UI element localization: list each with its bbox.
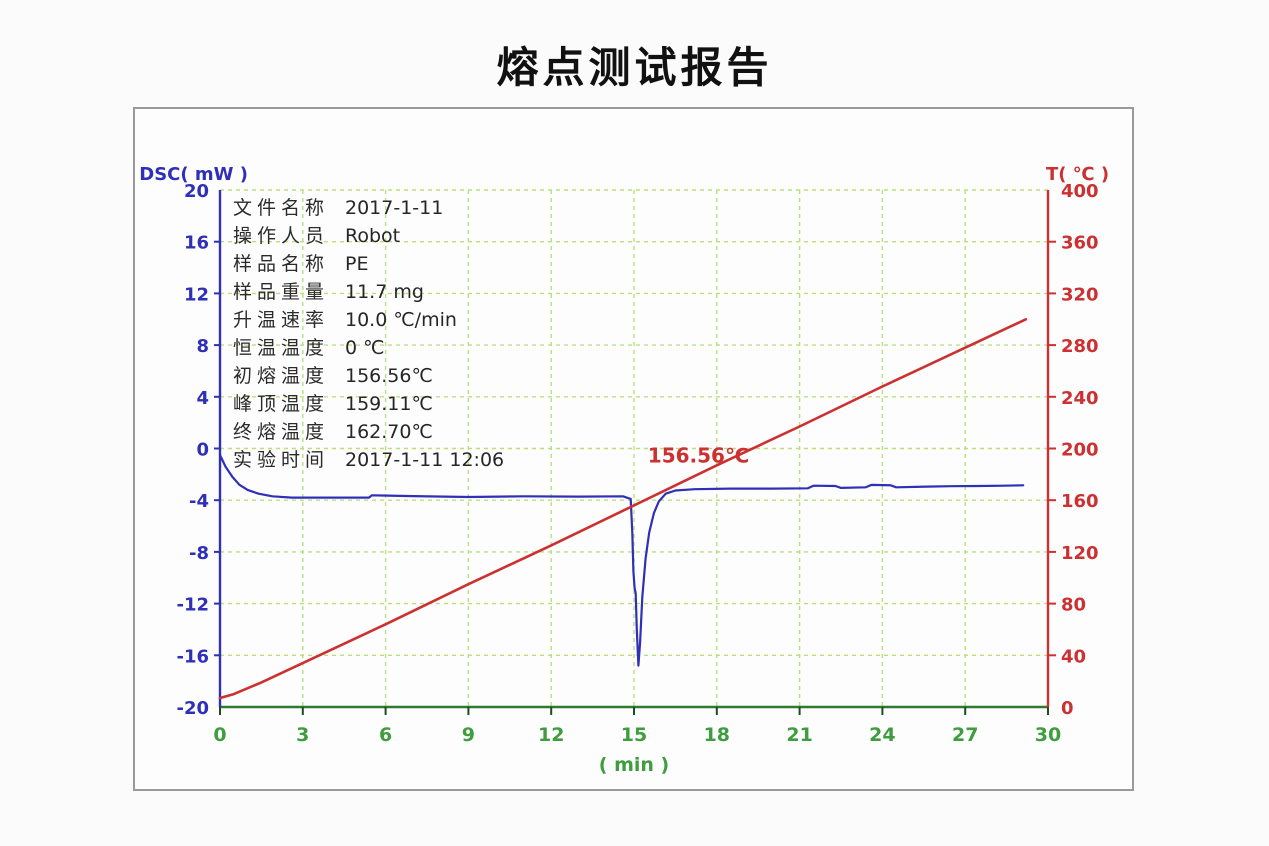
info-value: 162.70℃ xyxy=(345,421,433,443)
info-label: 恒温温度 xyxy=(233,337,330,359)
info-label: 峰顶温度 xyxy=(233,393,330,415)
temperature-tick-label: 80 xyxy=(1061,595,1086,616)
left-axis-dsc: 20 16 12 8 4 0 -4 -8 -12 -16 -20 DSC( mW ) xyxy=(139,164,248,719)
info-value: 2017-1-11 12:06 xyxy=(345,449,505,471)
info-label: 操作人员 xyxy=(233,225,330,247)
x-tick-label: 0 xyxy=(213,724,226,746)
temperature-tick-label: 200 xyxy=(1061,440,1099,461)
info-row-sample-name: 样品名称 PE xyxy=(233,250,504,278)
x-tick-label: 21 xyxy=(786,724,812,746)
report-title: 熔点测试报告 xyxy=(496,43,773,92)
dsc-tick-label: 12 xyxy=(184,284,209,305)
dsc-tick-label: -12 xyxy=(176,595,209,616)
info-label: 文件名称 xyxy=(233,197,330,219)
info-value: PE xyxy=(345,253,369,275)
temperature-tick-label: 240 xyxy=(1061,388,1099,409)
info-label: 升温速率 xyxy=(233,309,330,331)
melting-point-annotation: 156.56℃ xyxy=(648,444,749,468)
info-row-experiment-time: 实验时间 2017-1-11 12:06 xyxy=(233,446,504,474)
temperature-tick-label: 360 xyxy=(1061,233,1099,254)
temperature-tick-label: 320 xyxy=(1061,284,1099,305)
info-row-operator: 操作人员 Robot xyxy=(233,222,504,250)
temperature-axis-title: T( ℃ ) xyxy=(1046,164,1109,185)
info-value: 2017-1-11 xyxy=(345,197,444,219)
temperature-tick-label: 120 xyxy=(1061,543,1099,564)
x-tick-label: 18 xyxy=(704,724,730,746)
x-tick-label: 3 xyxy=(296,724,309,746)
info-label: 样品重量 xyxy=(233,281,330,303)
x-tick-label: 30 xyxy=(1035,724,1061,746)
info-value: Robot xyxy=(345,225,401,247)
info-row-isothermal-temp: 恒温温度 0 ℃ xyxy=(233,334,504,362)
x-tick-label: 6 xyxy=(379,724,392,746)
info-label: 样品名称 xyxy=(233,253,330,275)
dsc-tick-label: 0 xyxy=(196,440,209,461)
info-label: 初熔温度 xyxy=(233,365,330,387)
info-value: 10.0 ℃/min xyxy=(345,309,457,331)
info-value: 159.11℃ xyxy=(345,393,433,415)
series-temperature xyxy=(218,317,1028,700)
info-value: 0 ℃ xyxy=(345,337,385,359)
dsc-tick-label: 4 xyxy=(196,388,209,409)
info-row-peak-temp: 峰顶温度 159.11℃ xyxy=(233,390,504,418)
info-row-sample-weight: 样品重量 11.7 mg xyxy=(233,278,504,306)
info-value: 11.7 mg xyxy=(345,281,424,303)
info-row-end-temp: 终熔温度 162.70℃ xyxy=(233,418,504,446)
x-axis-title: ( min ) xyxy=(599,754,669,776)
dsc-tick-label: -8 xyxy=(189,543,209,564)
temperature-tick-label: 280 xyxy=(1061,336,1099,357)
dsc-tick-label: 8 xyxy=(196,336,209,357)
dsc-axis-title: DSC( mW ) xyxy=(139,164,248,185)
dsc-tick-label: 16 xyxy=(184,233,209,254)
info-row-heating-rate: 升温速率 10.0 ℃/min xyxy=(233,306,504,334)
dsc-tick-label: -16 xyxy=(176,646,209,667)
x-tick-label: 24 xyxy=(869,724,895,746)
dsc-tick-label: -20 xyxy=(176,698,209,719)
x-tick-label: 12 xyxy=(538,724,564,746)
series-dsc-heat-flow xyxy=(218,453,1025,667)
temperature-tick-label: 0 xyxy=(1061,698,1074,719)
temperature-tick-label: 160 xyxy=(1061,491,1099,512)
dsc-tick-label: 20 xyxy=(184,181,209,202)
info-row-file-name: 文件名称 2017-1-11 xyxy=(233,194,504,222)
info-label: 终熔温度 xyxy=(233,421,330,443)
x-tick-label: 9 xyxy=(462,724,475,746)
temperature-tick-label: 400 xyxy=(1061,181,1099,202)
x-axis: 0 3 6 9 12 15 18 21 24 27 30 ( min ) xyxy=(213,705,1061,776)
info-label: 实验时间 xyxy=(233,449,330,471)
info-value: 156.56℃ xyxy=(345,365,433,387)
x-tick-label: 27 xyxy=(952,724,978,746)
grid-lines xyxy=(220,189,1048,707)
info-row-onset-temp: 初熔温度 156.56℃ xyxy=(233,362,504,390)
dsc-tick-label: -4 xyxy=(189,491,209,512)
x-tick-label: 15 xyxy=(621,724,647,746)
temperature-tick-label: 40 xyxy=(1061,646,1086,667)
sample-info-block: 文件名称 2017-1-11 操作人员 Robot 样品名称 PE 样品重量 1… xyxy=(233,194,504,474)
